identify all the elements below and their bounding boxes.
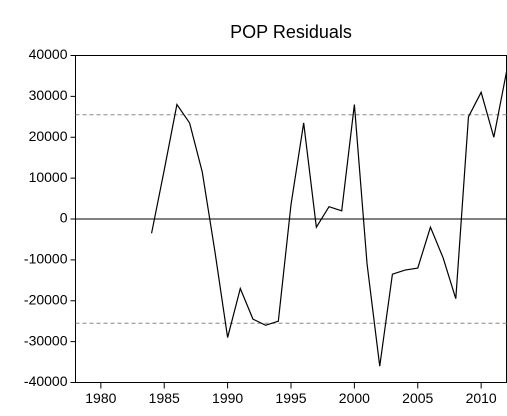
x-tick-label: 2010 <box>466 390 497 406</box>
x-tick-label: 2005 <box>402 390 433 406</box>
chart-title: POP Residuals <box>230 22 352 42</box>
x-tick-label: 2000 <box>339 390 370 406</box>
y-tick-label: 10000 <box>29 169 68 185</box>
data-line <box>150 71 507 367</box>
x-tick-label: 1985 <box>149 390 180 406</box>
x-tick-label: 1980 <box>85 390 116 406</box>
x-tick-label: 1990 <box>212 390 243 406</box>
y-tick-label: 20000 <box>29 128 68 144</box>
y-tick-label: -10000 <box>24 251 68 267</box>
y-tick-label: 40000 <box>29 46 68 62</box>
y-tick-label: -40000 <box>24 373 68 389</box>
y-tick-label: 30000 <box>29 87 68 103</box>
y-tick-label: -20000 <box>24 291 68 307</box>
y-tick-label: 0 <box>60 210 68 226</box>
y-tick-label: -30000 <box>24 332 68 348</box>
x-tick-label: 1995 <box>275 390 306 406</box>
